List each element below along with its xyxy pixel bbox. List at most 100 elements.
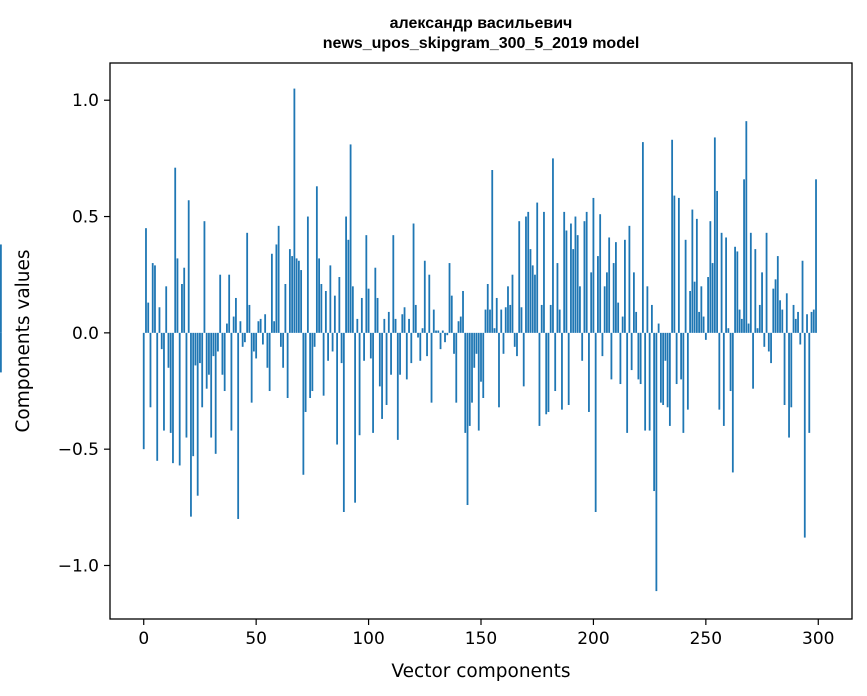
bar-293	[801, 260, 804, 333]
bar-258	[722, 332, 725, 426]
chart-title-line-1: александр васильевич	[390, 15, 573, 32]
bar-164	[511, 274, 514, 333]
bar-197	[585, 211, 588, 333]
bar-287	[788, 332, 790, 438]
bar-208	[610, 332, 613, 380]
bar-203	[599, 214, 602, 333]
bar-226	[650, 304, 653, 333]
bar-191	[572, 249, 575, 333]
bar-292	[799, 332, 802, 345]
x-tick-label-300: 300	[802, 629, 834, 649]
bar-49	[253, 332, 255, 352]
bar-267	[743, 179, 745, 333]
bar-126	[426, 332, 428, 357]
bar-245	[693, 281, 696, 333]
bar-96	[358, 332, 361, 436]
bar-87	[338, 277, 341, 333]
bar-233	[666, 332, 669, 408]
bar-272	[754, 249, 757, 333]
bar-25	[199, 332, 201, 364]
bar-160	[502, 332, 505, 354]
bar-106	[381, 332, 383, 419]
x-tick-label-50: 50	[245, 629, 267, 649]
x-tick-label-150: 150	[465, 629, 497, 649]
bar-63	[284, 284, 287, 333]
bar-132	[439, 332, 442, 350]
bar-59	[275, 244, 278, 333]
bar-186	[561, 332, 563, 410]
bar-28	[205, 332, 208, 389]
bar-181	[549, 304, 552, 333]
x-axis-label: Vector components	[391, 661, 570, 682]
bar-221	[639, 332, 642, 385]
bar-11	[167, 332, 170, 368]
bar-194	[579, 286, 581, 333]
bar-107	[383, 318, 386, 333]
bar-285	[783, 332, 786, 405]
y-tick-label-1: −0.5	[58, 440, 99, 460]
bar-195	[581, 332, 584, 361]
bar-125	[423, 260, 426, 333]
bar-283	[779, 300, 781, 333]
bar-253	[711, 263, 714, 333]
bar-242	[686, 332, 689, 410]
bar-6	[156, 332, 159, 461]
bar-133	[441, 330, 444, 333]
bar-36	[223, 332, 226, 392]
x-tick-label-100: 100	[352, 629, 384, 649]
bar-201	[594, 332, 597, 512]
bar-276	[763, 332, 766, 347]
bar-111	[392, 235, 395, 333]
bar-61	[279, 332, 282, 347]
bar-114	[399, 332, 401, 375]
bar-109	[387, 311, 390, 333]
bar-127	[428, 274, 431, 333]
bar-44	[241, 332, 244, 347]
bar-30	[210, 332, 213, 438]
bar-32	[214, 332, 217, 454]
bar-undefined	[0, 244, 2, 333]
bar-299	[815, 179, 817, 333]
bar-76	[313, 332, 316, 347]
bar-66	[291, 256, 294, 333]
bar-169	[522, 332, 525, 387]
bar-54	[264, 314, 267, 333]
bar-205	[603, 286, 606, 333]
bar-232	[664, 332, 667, 361]
bar-247	[698, 311, 700, 333]
y-tick-label-3: 0.5	[72, 208, 99, 228]
bar-260	[727, 328, 730, 333]
bar-294	[803, 332, 806, 538]
bar-177	[540, 304, 543, 333]
bar-19	[185, 332, 188, 438]
bar-89	[342, 332, 345, 512]
bar-52	[259, 318, 262, 333]
bar-269	[747, 323, 750, 333]
bar-174	[534, 274, 536, 333]
bar-15	[176, 258, 179, 333]
bar-88	[340, 332, 343, 364]
x-axis: 0 50 100 150 200 250 300	[138, 619, 834, 649]
bar-295	[806, 314, 808, 333]
bar-139	[455, 332, 458, 403]
bar-278	[767, 332, 770, 352]
bar-147	[473, 332, 476, 368]
bar-153	[486, 284, 489, 333]
bar-92	[349, 144, 352, 333]
bar-43	[239, 321, 242, 333]
bar-120	[412, 223, 415, 333]
bar-230	[659, 332, 662, 403]
bar-64	[286, 332, 289, 398]
bar-224	[646, 286, 649, 333]
bar-268	[745, 121, 748, 333]
bar-277	[765, 232, 768, 333]
bar-254	[713, 137, 716, 333]
bar-113	[396, 332, 399, 440]
bar-72	[304, 332, 307, 412]
bar-136	[448, 263, 451, 333]
bar-262	[731, 332, 734, 473]
bar-190	[570, 223, 572, 333]
bar-8	[160, 332, 163, 350]
bar-70	[300, 270, 303, 333]
bar-83	[329, 265, 332, 333]
